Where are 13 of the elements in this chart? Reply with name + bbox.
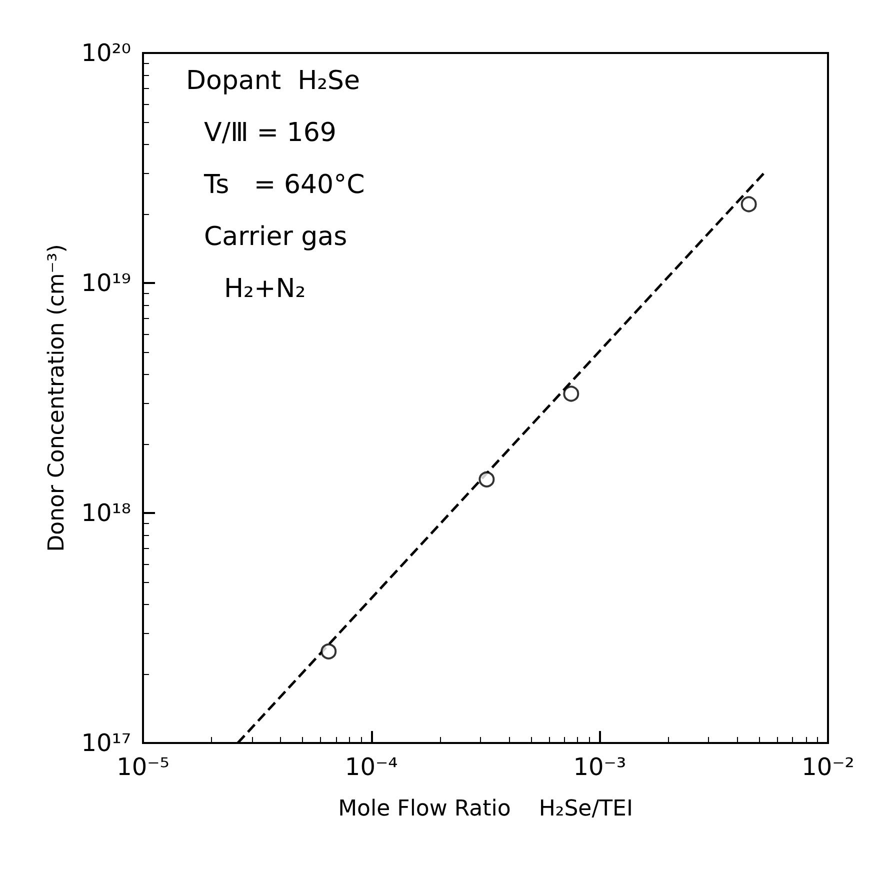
- annotation: H₂+N₂: [224, 274, 306, 304]
- y-tick-label: 10²⁰: [81, 39, 131, 67]
- annotation: Ts = 640°C: [203, 170, 365, 200]
- annotation: Carrier gas: [204, 222, 348, 252]
- annotation: Dopant H₂Se: [186, 66, 360, 96]
- x-axis-title: Mole Flow Ratio H₂Se/TEI: [338, 796, 633, 822]
- x-tick-label: 10⁻²: [802, 753, 854, 781]
- y-axis-title: Donor Concentration (cm⁻³): [44, 244, 70, 552]
- x-tick-label: 10⁻⁴: [344, 753, 398, 781]
- y-tick-label: 10¹⁹: [81, 269, 131, 297]
- x-tick-label: 10⁻³: [573, 753, 626, 781]
- y-tick-label: 10¹⁸: [81, 499, 131, 527]
- annotation: V/Ⅲ = 169: [204, 118, 336, 148]
